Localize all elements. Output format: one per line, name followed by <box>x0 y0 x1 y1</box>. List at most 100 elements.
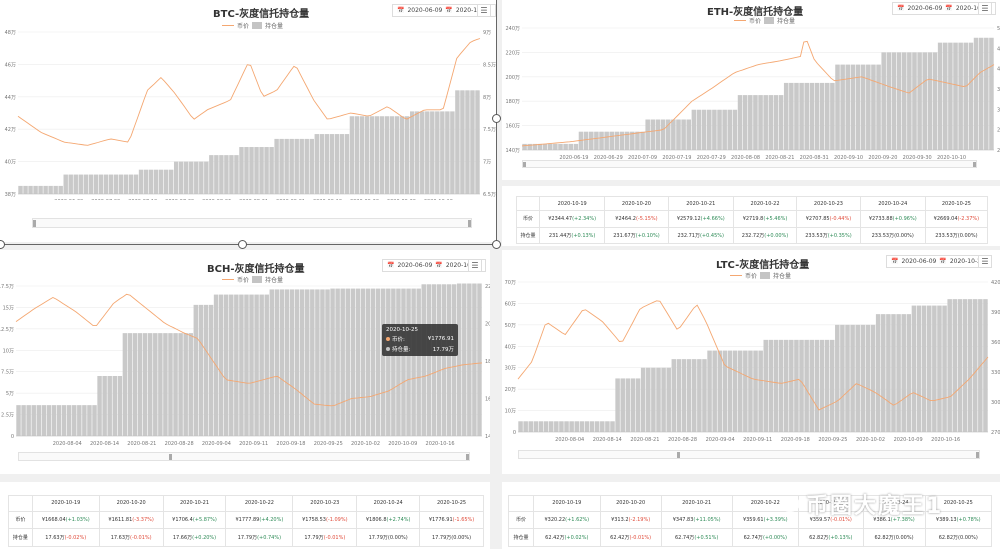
date-to[interactable]: 2020-10-25 <box>455 7 491 14</box>
holdings-bar <box>56 405 62 436</box>
range-navigator[interactable] <box>518 450 980 459</box>
chart-tooltip: 2020-10-25 币价: ¥1776.91 持仓量: 17.79万 <box>382 324 458 356</box>
range-navigator[interactable] <box>18 452 470 461</box>
menu-button[interactable]: ☰ <box>468 259 482 272</box>
btc-chart[interactable]: 38万 40万 42万 44万 46万 48万 6.5万 7万 7.5万 8万 8.5万 9万 2020… <box>0 28 497 200</box>
x-axis-tick: 2020-08-04 <box>53 441 82 447</box>
range-navigator[interactable] <box>32 218 472 228</box>
menu-button[interactable]: ☰ <box>978 255 992 268</box>
date-to[interactable]: 2020-10-25 <box>955 5 991 12</box>
navigator-handle-right[interactable] <box>468 220 471 227</box>
holdings-legend-marker <box>252 22 263 29</box>
holdings-bar <box>953 42 958 150</box>
navigator-handle-left[interactable] <box>677 452 680 458</box>
holdings-bar <box>259 294 264 436</box>
x-axis-tick: 2020-08-08 <box>731 155 760 160</box>
table-cell: ¥2719.8(+5.46%) <box>732 210 798 228</box>
y-axis-right-tick: 1800 <box>485 359 490 365</box>
holdings-bar <box>229 294 234 436</box>
resize-handle-right-mid[interactable] <box>492 114 501 123</box>
y-axis-left-tick: 70万 <box>505 280 516 286</box>
holdings-bar <box>112 376 118 436</box>
holdings-bar <box>199 161 204 194</box>
date-range-picker[interactable]: 📅 2020-06-09 📅 2020-10-25 <box>392 4 496 17</box>
y-axis-right-tick: 420 <box>991 280 1000 286</box>
tooltip-price-value: ¥1776.91 <box>427 336 454 342</box>
holdings-bar <box>264 294 269 436</box>
holdings-bar <box>619 131 625 150</box>
date-from[interactable]: 2020-06-09 <box>901 258 937 265</box>
date-from[interactable]: 2020-06-09 <box>407 7 443 14</box>
holdings-bar <box>445 111 450 194</box>
holdings-bar <box>814 339 820 432</box>
holdings-bar <box>335 288 340 436</box>
split-divider-vertical[interactable] <box>496 0 497 246</box>
holdings-bar <box>804 82 810 150</box>
ltc-chart[interactable]: 0 10万 20万 30万 40万 50万 60万 70万 270 300 330 360 390 420… <box>502 278 1000 446</box>
date-range-picker[interactable]: 📅 2020-06-09 📅 2020-10-25 <box>886 255 990 268</box>
navigator-handle-left[interactable] <box>523 162 526 167</box>
holdings-bar <box>763 339 769 432</box>
holdings-bar <box>465 90 470 194</box>
date-to[interactable]: 2020-10-25 <box>949 258 985 265</box>
resize-handle-bottom-left[interactable] <box>0 240 5 249</box>
legend[interactable]: 币价 持仓量 <box>734 16 795 25</box>
date-to[interactable]: 2020-10-25 <box>445 262 481 269</box>
holdings-bar <box>289 289 295 436</box>
table-date-header: 2020-10-25 <box>924 195 989 212</box>
table-row-label: 持仓量 <box>507 528 535 547</box>
range-navigator[interactable] <box>522 160 977 168</box>
holdings-bar <box>973 37 979 150</box>
holdings-bar <box>143 169 149 194</box>
holdings-bar <box>137 333 143 436</box>
holdings-bar <box>229 155 234 194</box>
date-range-picker[interactable]: 📅 2020-06-09 📅 2020-10-25 <box>382 259 486 272</box>
legend[interactable]: 币价 持仓量 <box>222 21 283 30</box>
legend[interactable]: 币价 持仓量 <box>730 271 791 280</box>
holdings-bar <box>244 294 249 436</box>
menu-button[interactable]: ☰ <box>477 4 491 17</box>
holdings-bar <box>66 405 72 436</box>
holdings-bar <box>922 52 928 150</box>
date-from[interactable]: 2020-06-09 <box>397 262 433 269</box>
holdings-bar <box>518 421 523 432</box>
holdings-bar <box>962 299 968 432</box>
x-axis-tick: 2020-09-30 <box>903 155 932 160</box>
holdings-bar <box>559 421 564 432</box>
eth-chart[interactable]: 140万 160万 180万 200万 220万 240万 200 250 300 350 400 4… <box>502 24 1000 160</box>
x-axis-tick: 2020-07-09 <box>91 199 120 200</box>
holdings-bar <box>431 284 437 436</box>
holdings-bar <box>194 161 199 194</box>
holdings-bar <box>789 82 794 150</box>
navigator-handle-right[interactable] <box>976 452 979 458</box>
holdings-bar <box>425 111 430 194</box>
split-divider[interactable] <box>0 244 497 245</box>
y-axis-left-tick: 15万 <box>3 305 14 311</box>
navigator-handle-left[interactable] <box>33 220 36 227</box>
wechat-icon <box>780 496 800 512</box>
holdings-bar <box>178 161 184 194</box>
navigator-handle-right[interactable] <box>973 162 976 167</box>
resize-handle-bottom-right[interactable] <box>492 240 501 249</box>
holdings-bar <box>676 359 682 432</box>
x-axis-tick: 2020-10-10 <box>424 199 453 200</box>
date-from[interactable]: 2020-06-09 <box>907 5 943 12</box>
holdings-bar <box>83 174 89 194</box>
bch-chart[interactable]: 0 2.5万 5万 7.5万 10万 12.5万 15万 17.5万 1400 1600 1800 2… <box>0 282 490 450</box>
legend[interactable]: 币价 持仓量 <box>222 275 283 284</box>
y-axis-right-tick: 200 <box>997 148 1000 154</box>
holdings-bar <box>845 324 850 432</box>
holdings-bar <box>77 405 82 436</box>
navigator-handle-right[interactable] <box>466 454 469 460</box>
navigator-handle-left[interactable] <box>169 454 172 460</box>
eth-data-table: 2020-10-19 2020-10-20 2020-10-21 2020-10-22… <box>515 195 989 245</box>
holdings-bar <box>819 82 825 150</box>
date-range-picker[interactable]: 📅 2020-06-09 📅 2020-10-25 <box>892 2 996 15</box>
holdings-bar <box>584 421 590 432</box>
holdings-bar <box>967 299 973 432</box>
holdings-bar <box>365 288 371 436</box>
menu-button[interactable]: ☰ <box>978 2 992 15</box>
holdings-bar <box>712 350 717 432</box>
resize-handle-bottom-mid[interactable] <box>238 240 247 249</box>
holdings-bar <box>103 174 109 194</box>
